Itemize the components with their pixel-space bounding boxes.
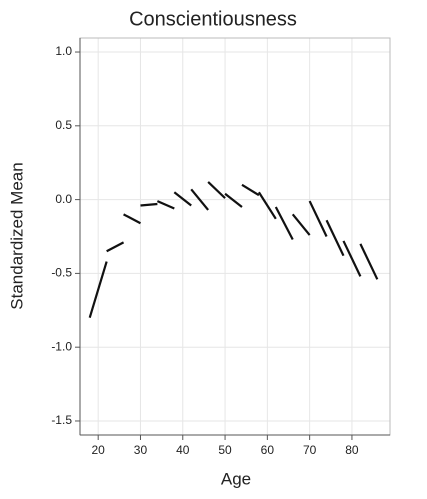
x-tick-label: 50 bbox=[218, 443, 232, 457]
y-tick-label: -0.5 bbox=[51, 266, 72, 280]
x-axis-label: Age bbox=[221, 469, 251, 488]
x-tick-label: 40 bbox=[176, 443, 190, 457]
line-segment bbox=[123, 213, 141, 225]
line-segment bbox=[190, 188, 209, 211]
y-tick-label: -1.5 bbox=[51, 413, 72, 427]
line-segment bbox=[274, 206, 294, 240]
line-segment bbox=[325, 219, 345, 257]
line-segment bbox=[342, 240, 362, 277]
line-segment bbox=[257, 191, 277, 220]
line-segment bbox=[359, 243, 379, 280]
line-segment bbox=[156, 200, 175, 210]
line-segment bbox=[173, 191, 192, 207]
line-segment bbox=[207, 181, 226, 199]
y-axis-label: Standardized Mean bbox=[7, 162, 26, 309]
y-tick-label: 0.5 bbox=[55, 118, 72, 132]
line-segment bbox=[106, 241, 125, 253]
x-tick-label: 60 bbox=[261, 443, 275, 457]
x-tick-label: 30 bbox=[134, 443, 148, 457]
y-tick-label: 1.0 bbox=[55, 44, 72, 58]
line-segment bbox=[88, 261, 108, 318]
plot-frame bbox=[79, 37, 391, 436]
x-tick-label: 20 bbox=[92, 443, 106, 457]
line-segment bbox=[241, 183, 260, 197]
line-segment bbox=[224, 192, 243, 208]
chart-title: Conscientiousness bbox=[129, 8, 297, 30]
line-segment bbox=[308, 200, 328, 237]
line-segment bbox=[140, 202, 158, 207]
y-tick-label: -1.0 bbox=[51, 339, 72, 353]
y-tick-label: 0.0 bbox=[55, 192, 72, 206]
x-tick-label: 80 bbox=[345, 443, 359, 457]
x-tick-label: 70 bbox=[303, 443, 317, 457]
line-segment bbox=[291, 213, 311, 236]
